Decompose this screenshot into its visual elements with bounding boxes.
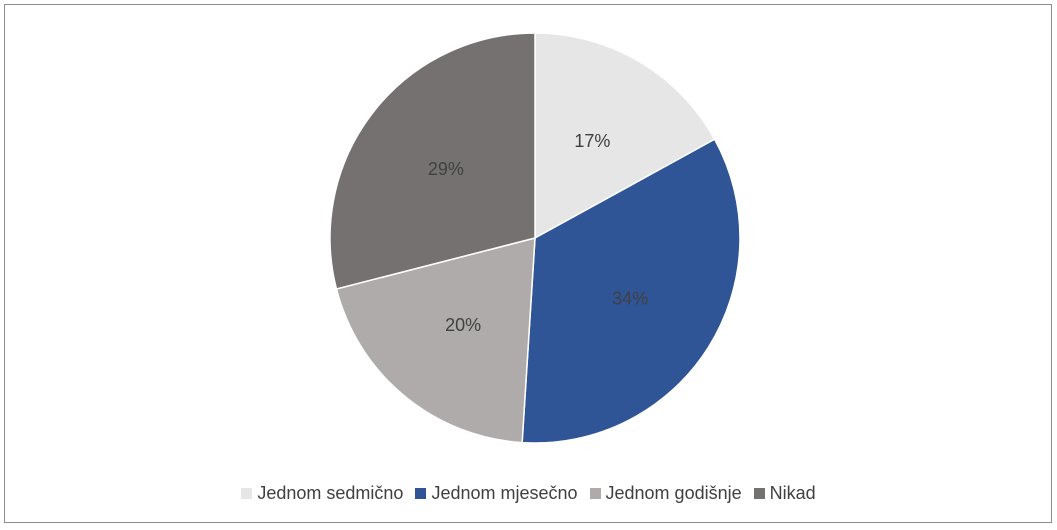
- legend-label: Jednom sedmično: [257, 483, 404, 503]
- legend-swatch: [753, 488, 765, 499]
- slice-data-label-3: 29%: [428, 159, 464, 179]
- pie-slice-2: [335, 237, 536, 444]
- pie-slice-3: [329, 32, 536, 290]
- legend-swatch: [241, 488, 253, 499]
- legend-item-3: Nikad: [753, 483, 816, 504]
- chart-legend: Jednom sedmično Jednom mjesečno Jednom god…: [0, 483, 1057, 504]
- legend-swatch: [415, 488, 427, 499]
- legend-label: Jednom godišnje: [605, 483, 742, 503]
- legend-item-0: Jednom sedmično: [241, 483, 403, 504]
- legend-item-1: Jednom mjesečno: [415, 483, 578, 504]
- legend-item-2: Jednom godišnje: [589, 483, 742, 504]
- slice-data-label-0: 17%: [574, 131, 610, 151]
- legend-label: Jednom mjesečno: [431, 483, 578, 503]
- slice-data-label-1: 34%: [612, 288, 648, 308]
- pie-slice-1: [521, 138, 741, 444]
- legend-swatch: [589, 488, 601, 499]
- pie-chart: 17% 34% 20% 29%: [329, 32, 741, 444]
- pie-slice-0: [534, 32, 716, 240]
- slice-data-label-2: 20%: [445, 315, 481, 335]
- legend-label: Nikad: [769, 483, 816, 503]
